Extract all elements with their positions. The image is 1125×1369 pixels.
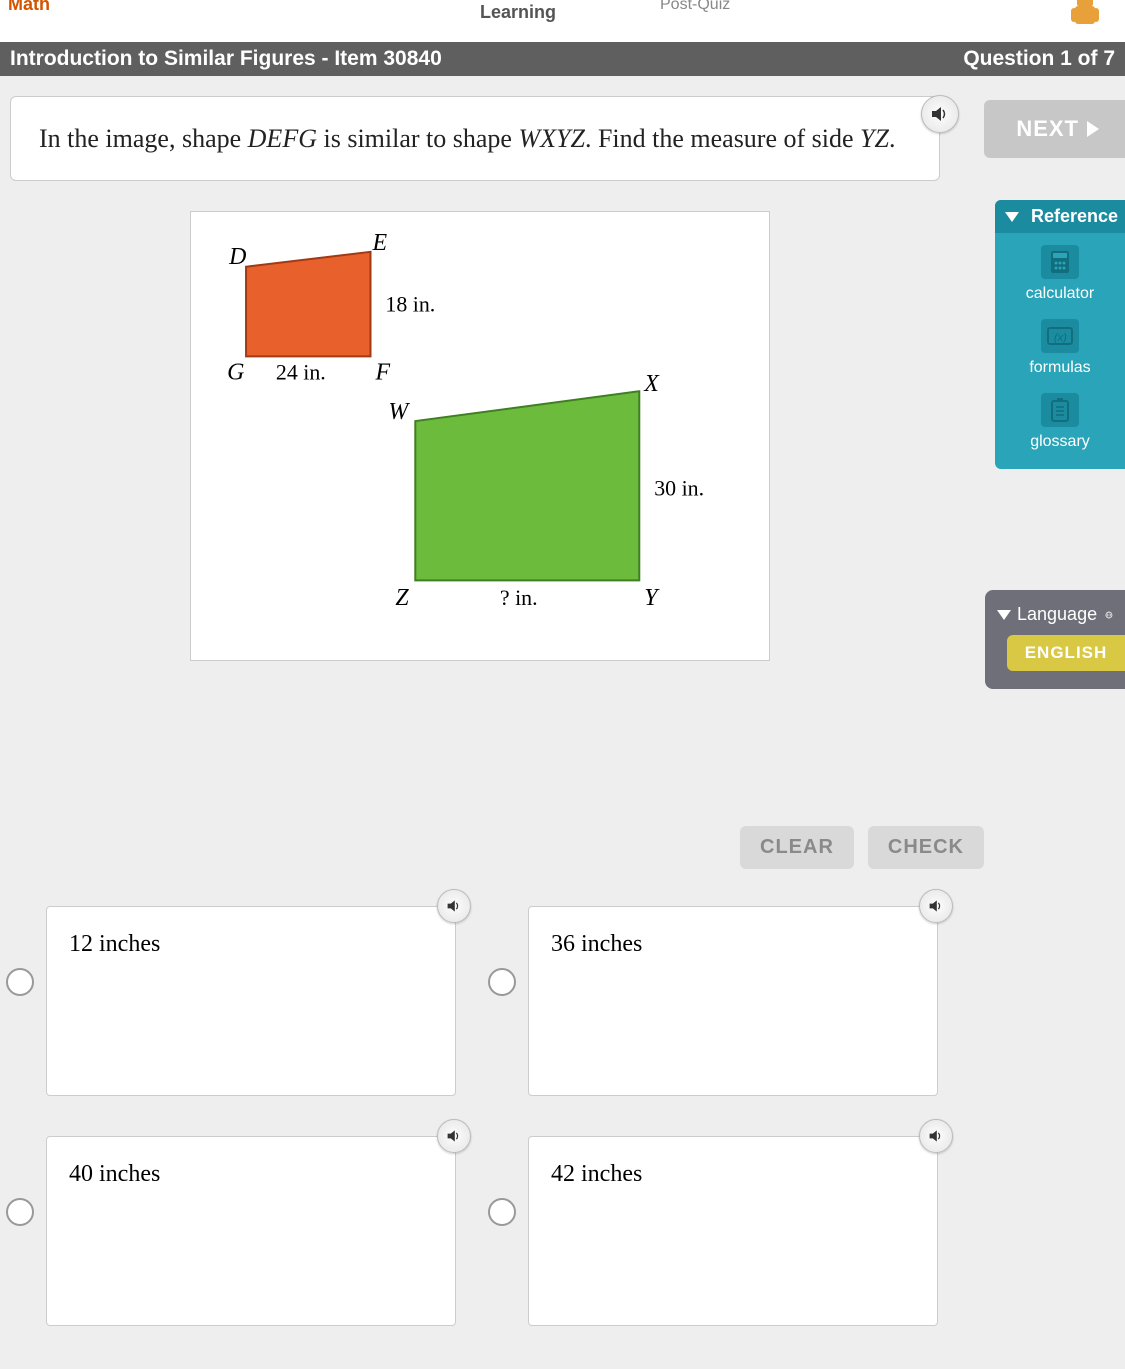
speaker-icon <box>446 1128 462 1144</box>
answer-num: 40 <box>69 1161 93 1187</box>
question-audio-button[interactable] <box>921 95 959 133</box>
speaker-icon <box>928 1128 944 1144</box>
label-F: F <box>374 359 390 385</box>
question-text-2: is similar to shape <box>317 124 518 153</box>
item-title: Introduction to Similar Figures - Item 3… <box>10 42 442 76</box>
check-button[interactable]: CHECK <box>868 826 984 869</box>
reference-title: Reference <box>1031 206 1118 227</box>
language-title: Language <box>1017 604 1097 625</box>
label-X: X <box>643 371 660 397</box>
reference-label: calculator <box>1026 285 1094 302</box>
answer-card[interactable]: 12 inches <box>46 906 456 1096</box>
clear-button[interactable]: CLEAR <box>740 826 854 869</box>
answer-audio-button[interactable] <box>437 889 471 923</box>
answer-radio-1[interactable] <box>6 968 34 996</box>
question-shape1: DEFG <box>248 124 317 153</box>
content-area: In the image, shape DEFG is similar to s… <box>0 76 1125 661</box>
speaker-icon <box>928 898 944 914</box>
svg-text:(x): (x) <box>1054 332 1067 344</box>
speaker-icon <box>446 898 462 914</box>
question-shape2: WXYZ <box>518 124 584 153</box>
answer-option: 40 inches <box>6 1136 478 1326</box>
answer-card[interactable]: 36 inches <box>528 906 938 1096</box>
top-nav: Math Learning Post-Quiz <box>0 0 1125 42</box>
question-side: YZ <box>860 124 889 153</box>
label-EF-length: 18 in. <box>385 292 435 317</box>
action-buttons: CLEAR CHECK <box>740 826 984 869</box>
answer-radio-3[interactable] <box>6 1198 34 1226</box>
answer-option: 12 inches <box>6 906 478 1096</box>
label-XY-length: 30 in. <box>654 476 704 501</box>
speaker-icon <box>930 104 950 124</box>
next-label: NEXT <box>1016 116 1079 142</box>
question-card: In the image, shape DEFG is similar to s… <box>10 96 940 181</box>
shape-wxyz <box>415 391 639 580</box>
calculator-icon <box>1041 245 1079 279</box>
label-E: E <box>371 230 387 256</box>
nav-postquiz[interactable]: Post-Quiz <box>660 0 730 14</box>
language-current[interactable]: ENGLISH <box>1007 635 1125 671</box>
answer-unit: inches <box>575 931 642 957</box>
figure-box: D E F G 18 in. 24 in. W X Y Z 30 in. ? i… <box>190 211 770 661</box>
mascot-icon <box>1065 0 1105 30</box>
answer-unit: inches <box>575 1161 642 1187</box>
label-GF-length: 24 in. <box>276 359 326 384</box>
answer-unit: inches <box>93 1161 160 1187</box>
answer-audio-button[interactable] <box>437 1119 471 1153</box>
chevron-down-icon <box>997 610 1011 620</box>
shape-defg <box>246 252 370 357</box>
item-header: Introduction to Similar Figures - Item 3… <box>0 42 1125 76</box>
reference-label: formulas <box>1029 359 1090 376</box>
answer-card[interactable]: 40 inches <box>46 1136 456 1326</box>
label-W: W <box>388 399 410 425</box>
question-text-4: . <box>889 124 896 153</box>
answer-radio-4[interactable] <box>488 1198 516 1226</box>
answer-num: 12 <box>69 931 93 957</box>
formulas-icon: (x) <box>1041 319 1079 353</box>
reference-header[interactable]: Reference <box>995 200 1125 233</box>
figure-svg: D E F G 18 in. 24 in. W X Y Z 30 in. ? i… <box>191 212 769 660</box>
label-Y: Y <box>644 585 660 611</box>
subject-label: Math <box>8 0 50 15</box>
nav-learning[interactable]: Learning <box>480 2 556 23</box>
language-header[interactable]: Language <box>985 600 1125 635</box>
answer-card[interactable]: 42 inches <box>528 1136 938 1326</box>
chevron-down-icon <box>1005 212 1019 222</box>
answer-num: 36 <box>551 931 575 957</box>
answer-audio-button[interactable] <box>919 1119 953 1153</box>
triangle-right-icon <box>1087 121 1099 137</box>
question-text-1: In the image, shape <box>39 124 248 153</box>
label-D: D <box>228 244 246 270</box>
answer-option: 42 inches <box>488 1136 960 1326</box>
reference-label: glossary <box>1030 433 1090 450</box>
reference-item-glossary[interactable]: glossary <box>995 381 1125 455</box>
answer-num: 42 <box>551 1161 575 1187</box>
answers-grid: 12 inches 36 inches 40 inches <box>0 906 960 1326</box>
label-G: G <box>227 359 244 385</box>
globe-icon <box>1105 606 1113 624</box>
glossary-icon <box>1041 393 1079 427</box>
next-button[interactable]: NEXT <box>984 100 1125 158</box>
label-Z: Z <box>395 585 409 611</box>
reference-item-calculator[interactable]: calculator <box>995 233 1125 307</box>
question-text-3: . Find the measure of side <box>585 124 860 153</box>
language-panel: Language ENGLISH <box>985 590 1125 689</box>
answer-radio-2[interactable] <box>488 968 516 996</box>
reference-item-formulas[interactable]: (x) formulas <box>995 307 1125 381</box>
question-progress: Question 1 of 7 <box>963 42 1115 76</box>
reference-panel: Reference calculator (x) formulas glossa… <box>995 200 1125 469</box>
label-ZY-length: ? in. <box>500 585 538 610</box>
answer-option: 36 inches <box>488 906 960 1096</box>
answer-unit: inches <box>93 931 160 957</box>
answer-audio-button[interactable] <box>919 889 953 923</box>
